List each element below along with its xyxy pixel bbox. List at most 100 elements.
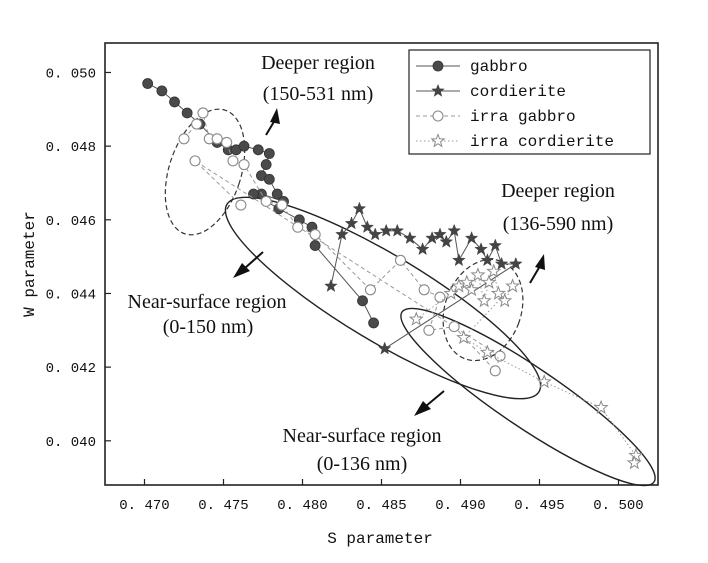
legend-box [408, 49, 651, 155]
y-tick-label: 0. 050 [46, 66, 96, 82]
legend-entry: cordierite [416, 83, 566, 101]
y-tick-label: 0. 048 [46, 140, 96, 156]
legend: gabbro cordierite irra gabbro irra cordieri… [408, 49, 651, 155]
data-point [227, 155, 239, 167]
x-tick-label: 0. 480 [277, 498, 327, 514]
data-point [368, 317, 380, 329]
annotation-deeper-cordierite: Deeper region (136-590 nm) [501, 180, 615, 284]
data-point [434, 291, 446, 303]
annotation-deeper-gabbro-line1: Deeper region [261, 52, 375, 74]
data-series [142, 78, 644, 470]
data-point [488, 238, 503, 252]
data-point [178, 133, 190, 145]
data-point [439, 234, 454, 248]
series-line [416, 269, 637, 464]
x-axis-title: S parameter [327, 530, 433, 548]
data-point [481, 274, 497, 289]
x-tick-label: 0. 495 [514, 498, 564, 514]
data-point [189, 155, 201, 167]
data-point [292, 221, 304, 233]
annotation-near-surface-cordierite-line2: (0-136 nm) [317, 453, 408, 475]
data-point [181, 107, 193, 119]
legend-entry: gabbro [416, 58, 528, 76]
near-surface-region-cordierite-ellipse [400, 307, 656, 487]
data-point [593, 399, 609, 415]
data-point [211, 133, 223, 145]
y-tick-label: 0. 044 [46, 287, 96, 303]
annotation-deeper-cordierite-line1: Deeper region [501, 180, 615, 202]
legend-label: gabbro [470, 58, 528, 76]
data-point [474, 242, 488, 256]
y-axis-title: W parameter [21, 211, 39, 317]
series-line [147, 83, 375, 324]
y-tick-label: 0. 040 [46, 435, 96, 451]
data-point [368, 227, 383, 241]
deeper-region-gabbro-ellipse [164, 108, 246, 236]
data-point [377, 341, 392, 355]
annotation-near-surface-cordierite-line1: Near-surface region [283, 425, 442, 447]
x-tick-label: 0. 475 [198, 498, 248, 514]
annotation-near-surface-gabbro-line2: (0-150 nm) [163, 316, 254, 338]
data-point [238, 159, 250, 171]
annotation-near-surface-cordierite: Near-surface region (0-136 nm) [283, 390, 445, 475]
data-point [309, 240, 321, 251]
data-point [497, 292, 513, 308]
data-point [390, 223, 405, 237]
legend-marker [431, 83, 445, 97]
legend-marker [430, 133, 446, 148]
data-point [494, 350, 506, 362]
data-point [433, 227, 447, 241]
data-point [408, 311, 424, 326]
annotation-deeper-gabbro: Deeper region (150-531 nm) [261, 52, 375, 136]
legend-marker [432, 110, 444, 122]
data-point [352, 201, 367, 215]
data-point [626, 454, 642, 470]
y-tick-label: 0. 042 [46, 361, 96, 377]
data-point [335, 227, 349, 241]
data-point [263, 173, 275, 185]
data-point [156, 85, 168, 97]
data-point [379, 223, 394, 237]
y-tick-label: 0. 046 [46, 214, 96, 230]
data-point [489, 365, 501, 377]
data-point [470, 267, 486, 282]
data-point [448, 321, 460, 333]
series-irra-gabbro [178, 107, 506, 377]
data-point [415, 242, 430, 256]
arrow-up-right-icon [265, 108, 280, 136]
data-point [238, 140, 250, 152]
x-tick-label: 0. 470 [119, 498, 169, 514]
data-point [252, 144, 264, 156]
series-irra-cordierite [408, 263, 644, 470]
data-point [235, 199, 247, 211]
data-point [494, 256, 509, 270]
legend-entry: irra gabbro [416, 108, 576, 126]
x-tick-label: 0. 485 [356, 498, 406, 514]
data-point [456, 329, 472, 345]
data-point [324, 278, 338, 292]
data-point [276, 199, 288, 211]
series-line [183, 111, 501, 372]
data-point [425, 230, 439, 245]
annotation-near-surface-gabbro: Near-surface region (0-150 nm) [128, 251, 287, 338]
annotation-near-surface-gabbro-line1: Near-surface region [128, 291, 287, 313]
data-point [628, 447, 644, 462]
data-point [447, 223, 462, 237]
data-point [142, 78, 154, 89]
data-point [423, 324, 435, 336]
legend-marker [432, 60, 444, 72]
series-cordierite [324, 201, 523, 355]
x-axis: 0. 470 0. 475 0. 480 0. 485 0. 490 0. 495 0. 5… [119, 479, 644, 514]
y-axis: 0. 040 0. 042 0. 044 0. 046 0. 048 0. 050 [46, 66, 111, 451]
legend-label: cordierite [470, 83, 566, 101]
data-point [479, 344, 495, 359]
data-point [490, 285, 506, 300]
data-point [357, 295, 368, 307]
data-point [536, 373, 552, 389]
data-point [271, 188, 283, 200]
data-point [221, 136, 233, 148]
data-point [263, 148, 275, 159]
data-point [508, 256, 523, 270]
